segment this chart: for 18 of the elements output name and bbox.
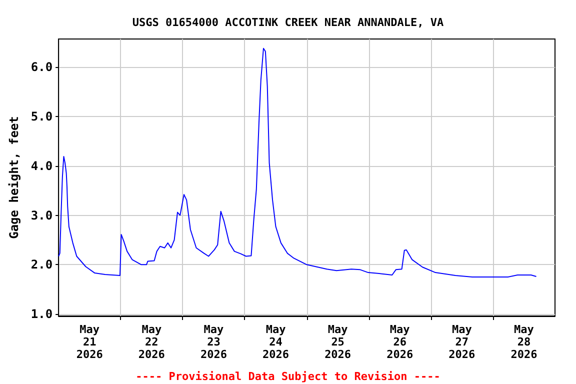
- x-tick-label: May 26 2026: [386, 322, 414, 361]
- y-axis-title: Gage height, feet: [7, 116, 21, 239]
- y-tick-label: 4.0: [30, 158, 53, 173]
- y-tick-label: 3.0: [30, 208, 53, 222]
- y-tick-label: 6.0: [30, 60, 53, 74]
- x-tick-label: May 25 2026: [324, 322, 352, 361]
- x-tick-label: May 24 2026: [262, 322, 290, 361]
- y-tick-label: 5.0: [30, 110, 53, 124]
- y-tick-label: 1.0: [30, 307, 53, 322]
- x-tick-label: May 22 2026: [138, 322, 166, 361]
- text: ---- Provisional Data Subject to Revision ----: [136, 370, 440, 383]
- chart-title: USGS 01654000 ACCOTINK CREEK NEAR ANNANDALE, VA: [132, 16, 444, 29]
- line-series: [58, 48, 537, 278]
- x-tick-label: May 21 2026: [76, 322, 104, 361]
- x-tick-label: May 27 2026: [448, 322, 476, 361]
- x-tick-label: May 23 2026: [200, 322, 228, 361]
- x-tick-label: May 28 2026: [510, 322, 538, 361]
- y-tick-label: 2.0: [30, 258, 53, 272]
